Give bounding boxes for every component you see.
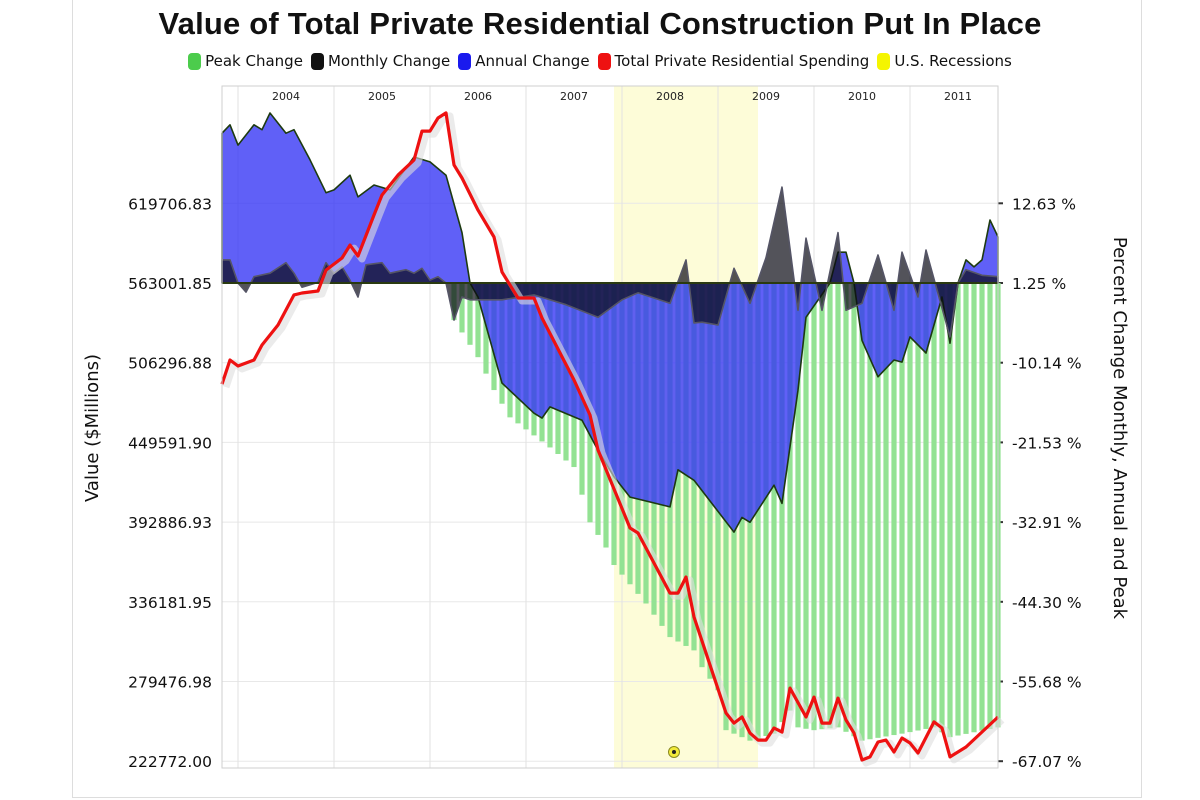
legend-label: Total Private Residential Spending	[614, 52, 870, 70]
peak-change-bar	[971, 283, 977, 733]
peak-change-bar	[947, 283, 953, 738]
right-tick-label: -32.91 %	[1012, 514, 1082, 532]
legend-label: Monthly Change	[327, 52, 451, 70]
peak-change-bar	[835, 283, 841, 728]
year-label: 2011	[944, 90, 972, 103]
peak-change-bar	[939, 283, 945, 733]
year-label: 2004	[272, 90, 300, 103]
peak-change-bar	[915, 283, 921, 731]
right-tick-label: -55.68 %	[1012, 674, 1082, 692]
peak-change-bar	[883, 283, 889, 737]
peak-change-bar	[907, 283, 913, 733]
peak-change-bar	[963, 283, 969, 734]
year-label: 2008	[656, 90, 684, 103]
plot-border	[221, 85, 999, 769]
year-label: 2010	[848, 90, 876, 103]
peak-change-bar	[923, 283, 929, 729]
legend-item-monthly-change[interactable]: Monthly Change	[310, 52, 451, 70]
chart-title: Value of Total Private Residential Const…	[158, 6, 1042, 41]
legend-swatch	[597, 52, 611, 70]
peak-change-bar	[475, 283, 481, 358]
left-tick-label: 222772.00	[128, 753, 212, 771]
legend-item-total-spending[interactable]: Total Private Residential Spending	[597, 52, 870, 70]
year-label: 2009	[752, 90, 780, 103]
peak-change-bar	[827, 283, 833, 729]
right-tick-label: -10.14 %	[1012, 355, 1082, 373]
legend-swatch	[310, 52, 324, 70]
peak-change-bar	[979, 283, 985, 731]
legend-label: Annual Change	[475, 52, 590, 70]
peak-change-bar	[955, 283, 961, 736]
peak-change-bar	[851, 283, 857, 737]
peak-change-bar	[787, 283, 793, 711]
peak-change-bar	[859, 283, 865, 741]
year-label: 2007	[560, 90, 588, 103]
annual-change-area	[221, 112, 999, 533]
left-tick-label: 619706.83	[128, 195, 212, 213]
peak-change-bar	[803, 283, 809, 729]
year-label: 2005	[368, 90, 396, 103]
peak-change-bar	[811, 283, 817, 731]
left-tick-label: 449591.90	[128, 434, 212, 452]
right-tick-label: 1.25 %	[1012, 275, 1066, 293]
peak-change-bar	[867, 283, 873, 740]
peak-change-bar	[763, 283, 769, 736]
left-axis-title: Value ($Millions)	[82, 354, 103, 502]
peak-change-bar	[987, 283, 993, 729]
legend-swatch	[188, 52, 202, 70]
legend-label: U.S. Recessions	[894, 52, 1012, 70]
peak-change-bar	[843, 283, 849, 732]
left-tick-label: 279476.98	[128, 674, 212, 692]
right-axis-title: Percent Change Monthly, Annual and Peak	[1109, 237, 1130, 620]
legend-item-peak-change[interactable]: Peak Change	[188, 52, 303, 70]
peak-change-bar	[891, 283, 897, 736]
peak-change-bar	[899, 283, 905, 734]
legend-swatch	[877, 52, 891, 70]
peak-change-bar	[459, 283, 465, 333]
left-tick-label: 506296.88	[128, 355, 212, 373]
right-tick-label: -67.07 %	[1012, 753, 1082, 771]
left-tick-label: 563001.85	[128, 275, 212, 293]
peak-change-bar	[467, 283, 473, 345]
peak-change-bar	[931, 283, 937, 728]
legend-label: Peak Change	[205, 52, 303, 70]
right-tick-label: -21.53 %	[1012, 434, 1082, 452]
left-tick-label: 336181.95	[128, 594, 212, 612]
event-marker-dot	[672, 750, 676, 754]
peak-change-bar	[795, 283, 801, 728]
chart-frame	[72, 0, 1142, 798]
peak-change-bar	[771, 283, 777, 734]
peak-change-bar	[875, 283, 881, 738]
legend-item-recessions[interactable]: U.S. Recessions	[877, 52, 1012, 70]
legend: Peak Change Monthly Change Annual Change…	[0, 52, 1200, 70]
right-tick-label: -44.30 %	[1012, 594, 1082, 612]
year-label: 2006	[464, 90, 492, 103]
legend-item-annual-change[interactable]: Annual Change	[458, 52, 590, 70]
right-tick-label: 12.63 %	[1012, 195, 1076, 213]
legend-swatch	[458, 52, 472, 70]
peak-change-bar	[819, 283, 825, 730]
left-tick-label: 392886.93	[128, 514, 212, 532]
